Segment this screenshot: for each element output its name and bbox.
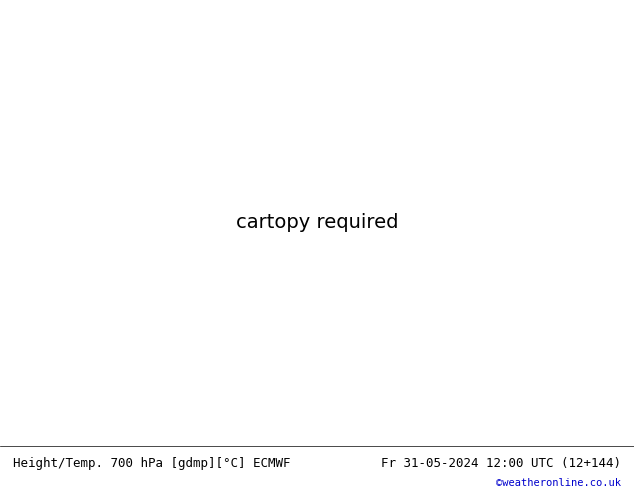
Text: Height/Temp. 700 hPa [gdmp][°C] ECMWF: Height/Temp. 700 hPa [gdmp][°C] ECMWF <box>13 457 290 470</box>
Text: ©weatheronline.co.uk: ©weatheronline.co.uk <box>496 478 621 489</box>
Text: Fr 31-05-2024 12:00 UTC (12+144): Fr 31-05-2024 12:00 UTC (12+144) <box>381 457 621 470</box>
Text: cartopy required: cartopy required <box>236 214 398 232</box>
